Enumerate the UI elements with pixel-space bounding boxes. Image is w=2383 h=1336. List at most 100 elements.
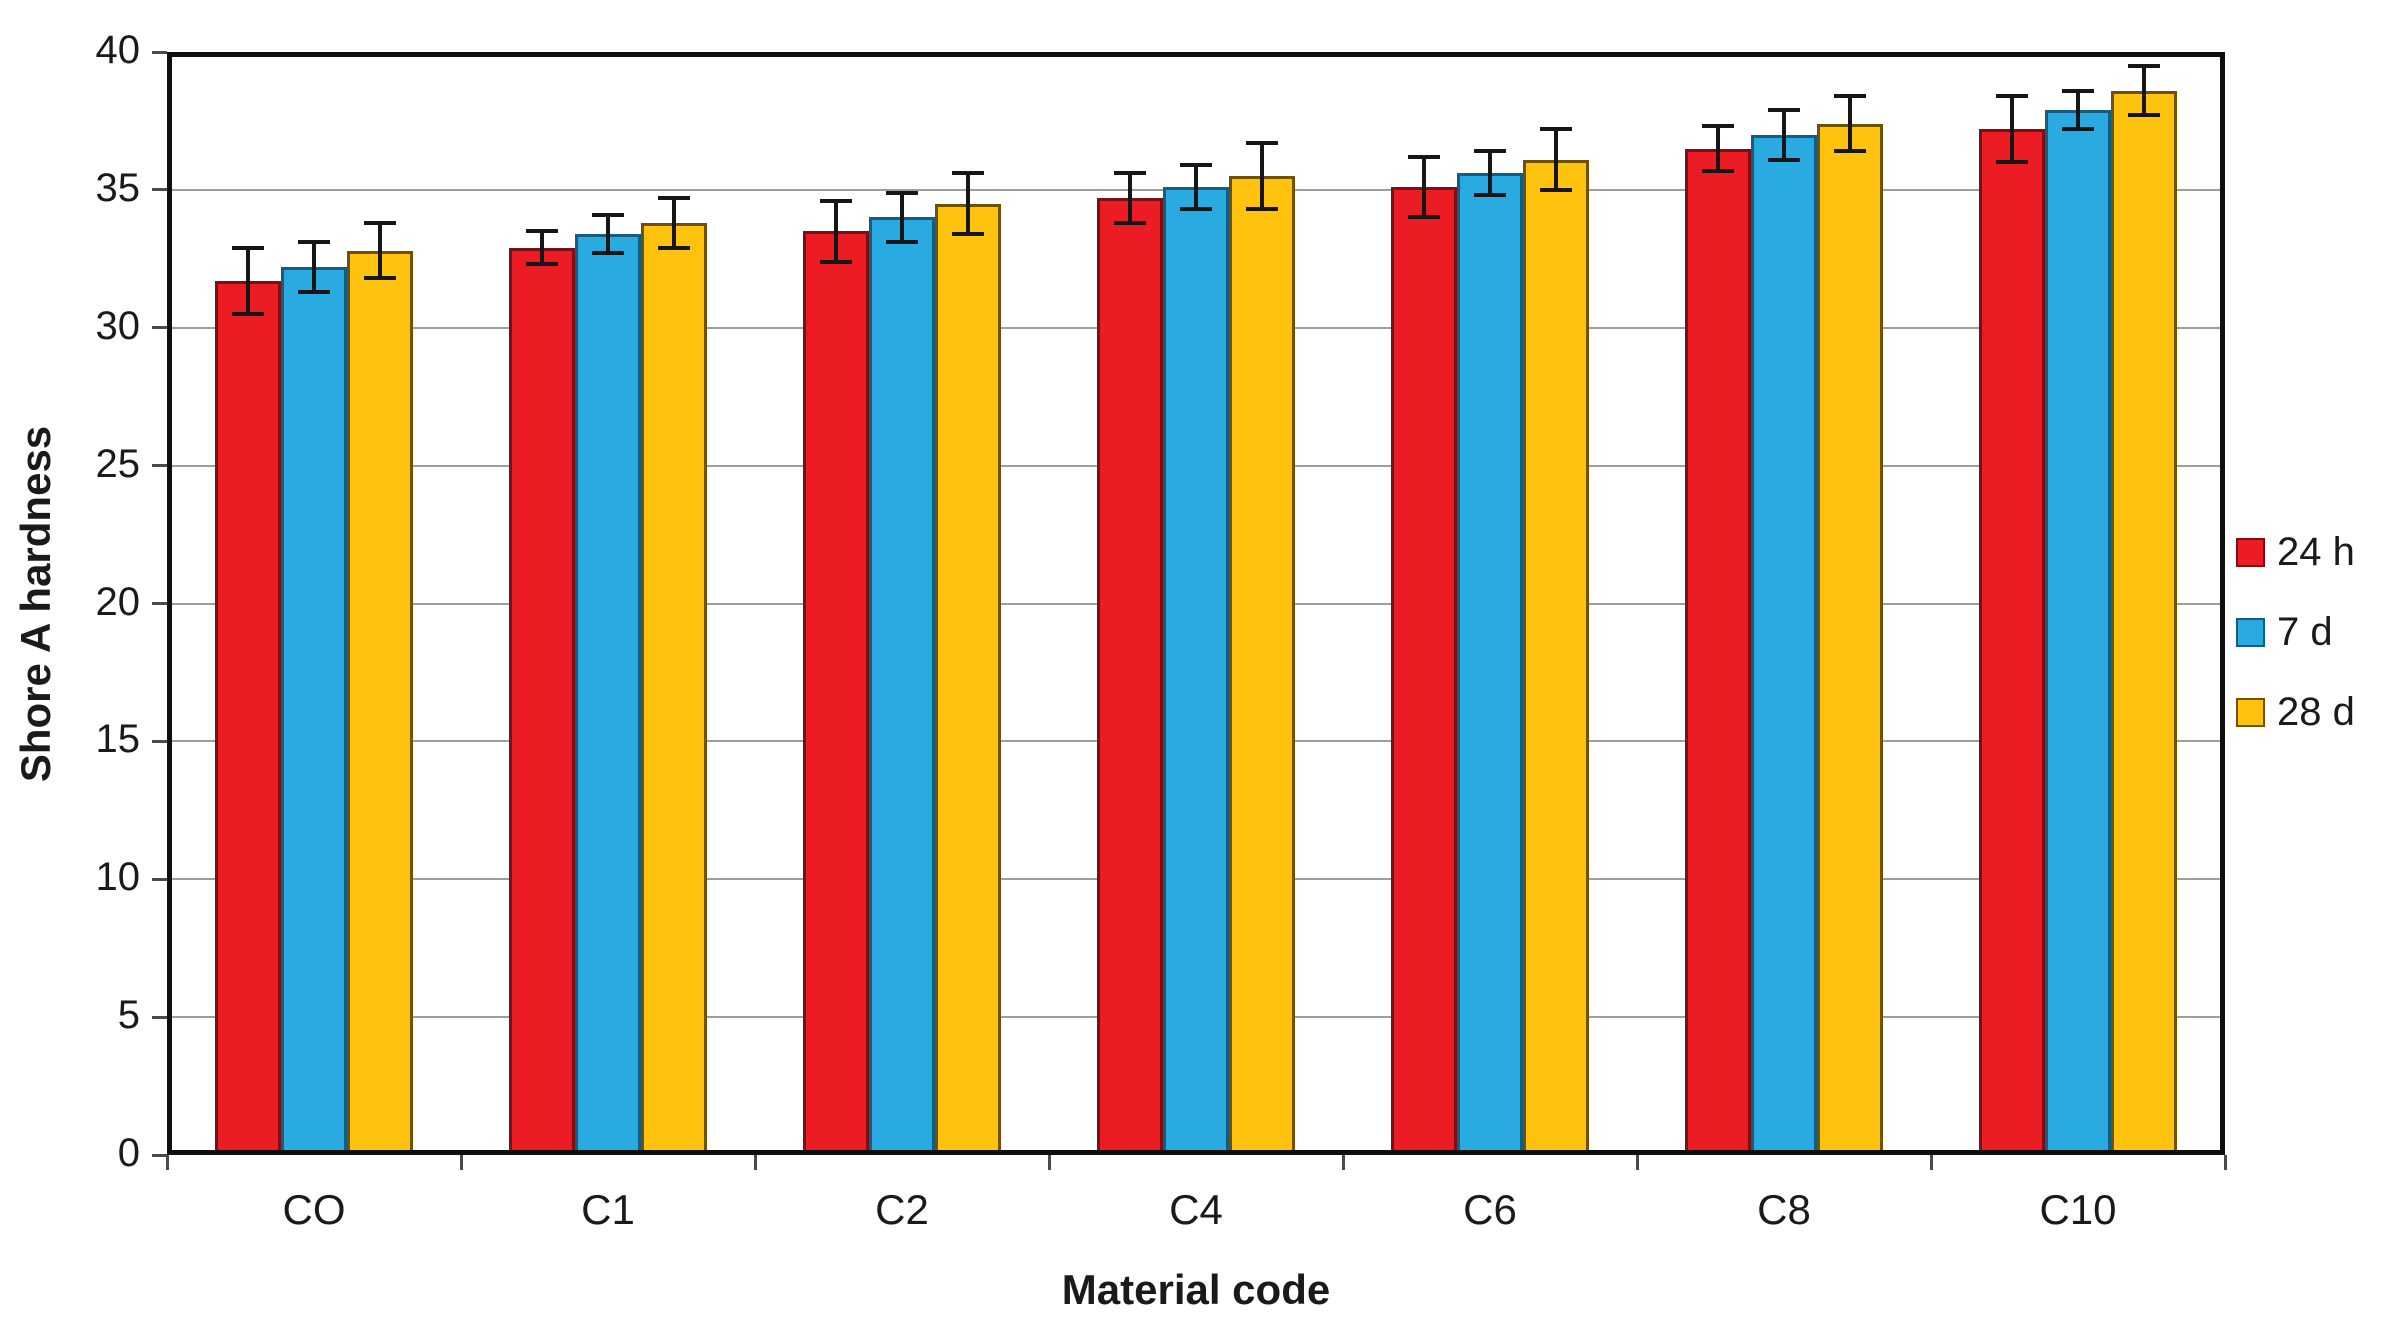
y-axis-tick	[152, 877, 167, 881]
error-bar-cap	[1768, 107, 1800, 112]
y-axis-tick	[152, 50, 167, 54]
x-axis-tick	[2223, 1155, 2227, 1170]
bar-24h-C10	[1979, 129, 2045, 1155]
x-axis-tick	[753, 1155, 757, 1170]
error-bar	[2142, 65, 2146, 116]
error-bar	[378, 222, 382, 279]
error-bar	[1260, 142, 1264, 210]
error-bar-cap	[952, 171, 984, 176]
error-bar	[606, 214, 610, 254]
error-bar-cap	[526, 262, 558, 267]
bar-7d-C1	[575, 233, 641, 1155]
error-bar-cap	[1408, 154, 1440, 159]
bar-28d-CO	[347, 250, 413, 1155]
error-bar-cap	[1768, 157, 1800, 162]
y-tick-label: 40	[95, 28, 141, 72]
bar-24h-C1	[509, 247, 575, 1155]
x-axis-tick	[459, 1155, 463, 1170]
y-tick-label: 30	[95, 303, 141, 348]
error-bar	[900, 192, 904, 243]
error-bar	[834, 200, 838, 262]
y-tick-label: 5	[117, 993, 140, 1038]
x-axis-tick	[1635, 1155, 1639, 1170]
y-axis-tick	[152, 188, 167, 192]
y-axis-tick	[152, 326, 167, 330]
error-bar-cap	[1996, 94, 2028, 99]
error-bar-cap	[1408, 215, 1440, 220]
error-bar-cap	[592, 251, 624, 256]
error-bar	[1422, 156, 1426, 218]
error-bar-cap	[364, 276, 396, 281]
error-bar	[312, 242, 316, 292]
bar-24h-C8	[1685, 148, 1751, 1155]
bar-28d-C1	[641, 222, 707, 1155]
error-bar-cap	[298, 289, 330, 294]
legend-swatch-28d	[2236, 698, 2265, 727]
y-tick-label: 15	[95, 717, 141, 762]
error-bar-cap	[886, 190, 918, 195]
x-axis-tick	[165, 1155, 169, 1170]
bar-28d-C6	[1523, 159, 1589, 1155]
error-bar-cap	[952, 231, 984, 236]
error-bar-cap	[2062, 88, 2094, 93]
error-bar	[966, 173, 970, 234]
error-bar-cap	[1834, 149, 1866, 154]
bar-28d-C8	[1817, 123, 1883, 1155]
x-axis-tick	[1047, 1155, 1051, 1170]
error-bar-cap	[592, 212, 624, 217]
error-bar-cap	[1540, 127, 1572, 132]
error-bar-cap	[2062, 127, 2094, 132]
error-bar	[1848, 96, 1852, 152]
y-axis-tick	[152, 602, 167, 605]
error-bar-cap	[1180, 207, 1212, 212]
error-bar-cap	[1474, 149, 1506, 154]
y-tick-label: 35	[95, 165, 141, 210]
error-bar-cap	[1246, 207, 1278, 212]
bar-24h-CO	[215, 280, 281, 1155]
error-bar	[1488, 151, 1492, 196]
bar-7d-C2	[869, 217, 935, 1155]
error-bar-cap	[1702, 124, 1734, 129]
bar-7d-C10	[2045, 109, 2111, 1155]
error-bar	[540, 231, 544, 265]
error-bar-cap	[1114, 171, 1146, 176]
x-category-label: C6	[1463, 1186, 1517, 1233]
error-bar-cap	[1246, 140, 1278, 145]
error-bar-cap	[232, 245, 264, 250]
error-bar	[2010, 96, 2014, 163]
error-bar-cap	[886, 240, 918, 245]
error-bar-cap	[1834, 94, 1866, 99]
x-category-label: C4	[1169, 1186, 1223, 1233]
error-bar-cap	[1540, 187, 1572, 192]
x-axis-tick	[1341, 1155, 1345, 1170]
error-bar-cap	[526, 229, 558, 234]
error-bar	[672, 198, 676, 248]
bar-28d-C10	[2111, 90, 2177, 1155]
x-axis-tick	[1929, 1155, 1933, 1170]
bar-24h-C2	[803, 231, 869, 1155]
error-bar	[2076, 90, 2080, 130]
x-category-label: C2	[875, 1186, 929, 1233]
bar-28d-C4	[1229, 176, 1295, 1155]
error-bar-cap	[820, 198, 852, 203]
error-bar	[1782, 109, 1786, 160]
error-bar-cap	[1474, 193, 1506, 198]
error-bar-cap	[658, 245, 690, 250]
legend-label: 7 d	[2277, 610, 2333, 654]
error-bar-cap	[1180, 163, 1212, 168]
x-category-label: C1	[581, 1186, 635, 1233]
error-bar	[1194, 165, 1198, 210]
error-bar-cap	[2128, 63, 2160, 68]
bar-7d-C6	[1457, 173, 1523, 1155]
error-bar-cap	[658, 196, 690, 201]
error-bar	[1554, 129, 1558, 190]
y-axis-tick	[152, 464, 167, 468]
error-bar	[1716, 126, 1720, 171]
error-bar-cap	[1702, 168, 1734, 173]
bar-7d-C8	[1751, 134, 1817, 1155]
x-axis-title: Material code	[1061, 1266, 1331, 1313]
y-tick-label: 0	[117, 1131, 140, 1175]
error-bar	[1128, 173, 1132, 223]
legend-swatch-24h	[2236, 538, 2265, 567]
